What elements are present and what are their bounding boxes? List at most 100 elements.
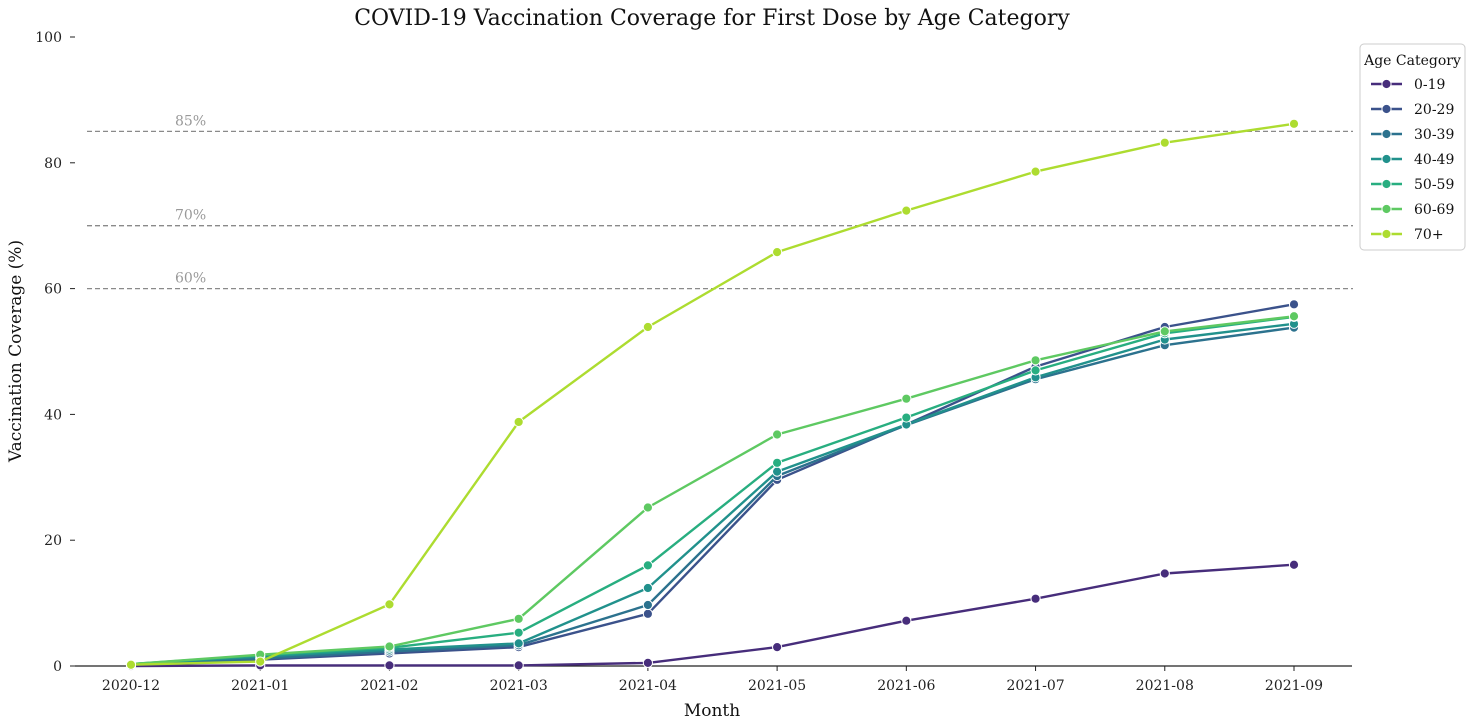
series-60-69 (125, 311, 1300, 670)
data-point-30-39-2021-04 (642, 599, 653, 611)
x-tick-label-2021-07: 2021-07 (1006, 678, 1064, 694)
data-point-50-59-2021-05 (772, 457, 783, 468)
data-point-20-29-2021-09 (1288, 299, 1300, 310)
legend-item-70+: 70+ (1371, 227, 1444, 243)
y-tick-label-20: 20 (44, 533, 62, 549)
legend-title: Age Category (1363, 53, 1461, 69)
legend-swatch-marker (1381, 128, 1392, 140)
series-line-50-59 (130, 315, 1295, 666)
data-point-70+-2020-12 (125, 659, 137, 670)
x-axis-label: Month (684, 701, 740, 721)
x-tick-label-2021-02: 2021-02 (360, 678, 418, 694)
data-point-70+-2021-05 (772, 247, 783, 258)
data-point-40-49-2021-04 (642, 582, 653, 594)
reference-label-85: 85% (175, 113, 206, 129)
legend-label-30-39: 30-39 (1414, 127, 1454, 143)
legend: Age Category 0-19 20-29 30-39 40-49 50-59 60-6… (1359, 43, 1466, 251)
reference-label-70: 70% (175, 208, 206, 224)
data-point-50-59-2021-03 (513, 627, 524, 638)
legend-item-50-59: 50-59 (1371, 177, 1454, 193)
legend-label-20-29: 20-29 (1414, 102, 1454, 118)
data-point-0-19-2021-09 (1288, 559, 1300, 570)
data-point-70+-2021-02 (384, 599, 395, 610)
data-point-60-69-2021-07 (1030, 355, 1041, 366)
x-tick-label-2021-04: 2021-04 (619, 678, 677, 694)
series-30-39 (125, 322, 1300, 670)
series-40-49 (125, 318, 1300, 670)
y-tick-label-100: 100 (35, 30, 62, 46)
legend-label-60-69: 60-69 (1414, 202, 1454, 218)
legend-item-0-19: 0-19 (1371, 77, 1445, 93)
legend-swatch-marker (1381, 153, 1392, 165)
data-point-20-29-2021-04 (642, 608, 653, 619)
data-point-0-19-2021-05 (772, 642, 783, 653)
data-point-40-49-2021-05 (772, 466, 783, 477)
y-axis-label: Vaccination Coverage (%) (6, 240, 26, 463)
data-point-50-59-2021-06 (901, 412, 912, 423)
data-point-60-69-2021-04 (642, 502, 653, 513)
legend-label-0-19: 0-19 (1414, 77, 1445, 93)
data-point-0-19-2021-08 (1159, 568, 1170, 579)
series-70+ (125, 118, 1300, 670)
series-line-20-29 (130, 303, 1295, 666)
series-line-40-49 (130, 322, 1295, 666)
reference-label-60: 60% (175, 271, 206, 287)
data-point-70+-2021-06 (901, 205, 912, 216)
data-point-60-69-2021-03 (513, 613, 524, 624)
y-tick-label-0: 0 (53, 659, 62, 675)
data-point-70+-2021-08 (1159, 137, 1170, 148)
legend-box (1359, 43, 1466, 251)
legend-label-50-59: 50-59 (1414, 177, 1454, 193)
x-tick-label-2021-09: 2021-09 (1265, 678, 1323, 694)
legend-swatch-marker (1381, 228, 1392, 240)
data-point-60-69-2021-05 (772, 429, 783, 440)
data-point-60-69-2021-08 (1159, 326, 1170, 337)
data-point-40-49-2021-03 (513, 638, 524, 649)
chart-title: COVID-19 Vaccination Coverage for First … (354, 6, 1070, 31)
series-line-30-39 (130, 326, 1295, 666)
data-point-70+-2021-01 (255, 656, 266, 667)
series-50-59 (125, 311, 1300, 670)
legend-swatch-marker (1381, 178, 1392, 190)
x-tick-label-2021-05: 2021-05 (748, 678, 806, 694)
series-layer (125, 118, 1300, 672)
x-tick-label-2021-03: 2021-03 (490, 678, 548, 694)
legend-item-60-69: 60-69 (1371, 202, 1454, 218)
y-tick-label-40: 40 (44, 407, 62, 423)
reference-lines: 85% 70% 60% (87, 113, 1353, 290)
data-point-70+-2021-03 (513, 416, 524, 428)
data-point-70+-2021-07 (1030, 166, 1041, 177)
series-line-70+ (130, 122, 1295, 666)
data-point-0-19-2021-03 (513, 660, 524, 671)
x-tick-label-2020-12: 2020-12 (102, 678, 160, 694)
series-line-0-19 (130, 563, 1295, 668)
data-point-0-19-2021-02 (384, 660, 395, 671)
data-point-0-19-2021-06 (901, 615, 912, 626)
data-point-0-19-2021-07 (1030, 593, 1041, 604)
x-tick-label-2021-08: 2021-08 (1136, 678, 1194, 694)
legend-label-40-49: 40-49 (1414, 152, 1454, 168)
legend-swatch-marker (1381, 78, 1392, 90)
legend-swatch-marker (1381, 203, 1392, 215)
legend-item-20-29: 20-29 (1371, 102, 1454, 118)
x-tick-label-2021-06: 2021-06 (877, 678, 935, 694)
axes: 0 20 40 60 80 100 2020-12 2021-01 2021-02 2021-03… (35, 30, 1352, 694)
data-point-0-19-2021-04 (642, 657, 653, 668)
y-tick-label-80: 80 (44, 156, 62, 172)
data-point-70+-2021-09 (1288, 118, 1300, 129)
data-point-60-69-2021-06 (901, 393, 912, 404)
series-line-60-69 (130, 315, 1295, 666)
data-point-70+-2021-04 (642, 321, 653, 333)
legend-item-30-39: 30-39 (1371, 127, 1454, 143)
data-point-60-69-2021-09 (1288, 311, 1300, 322)
data-point-50-59-2021-04 (642, 560, 653, 571)
y-tick-label-60: 60 (44, 282, 62, 298)
data-point-50-59-2021-07 (1030, 365, 1041, 376)
legend-item-40-49: 40-49 (1371, 152, 1454, 168)
legend-label-70+: 70+ (1414, 227, 1444, 243)
data-point-60-69-2021-02 (384, 641, 395, 652)
x-tick-label-2021-01: 2021-01 (231, 678, 289, 694)
legend-swatch-marker (1381, 103, 1392, 115)
